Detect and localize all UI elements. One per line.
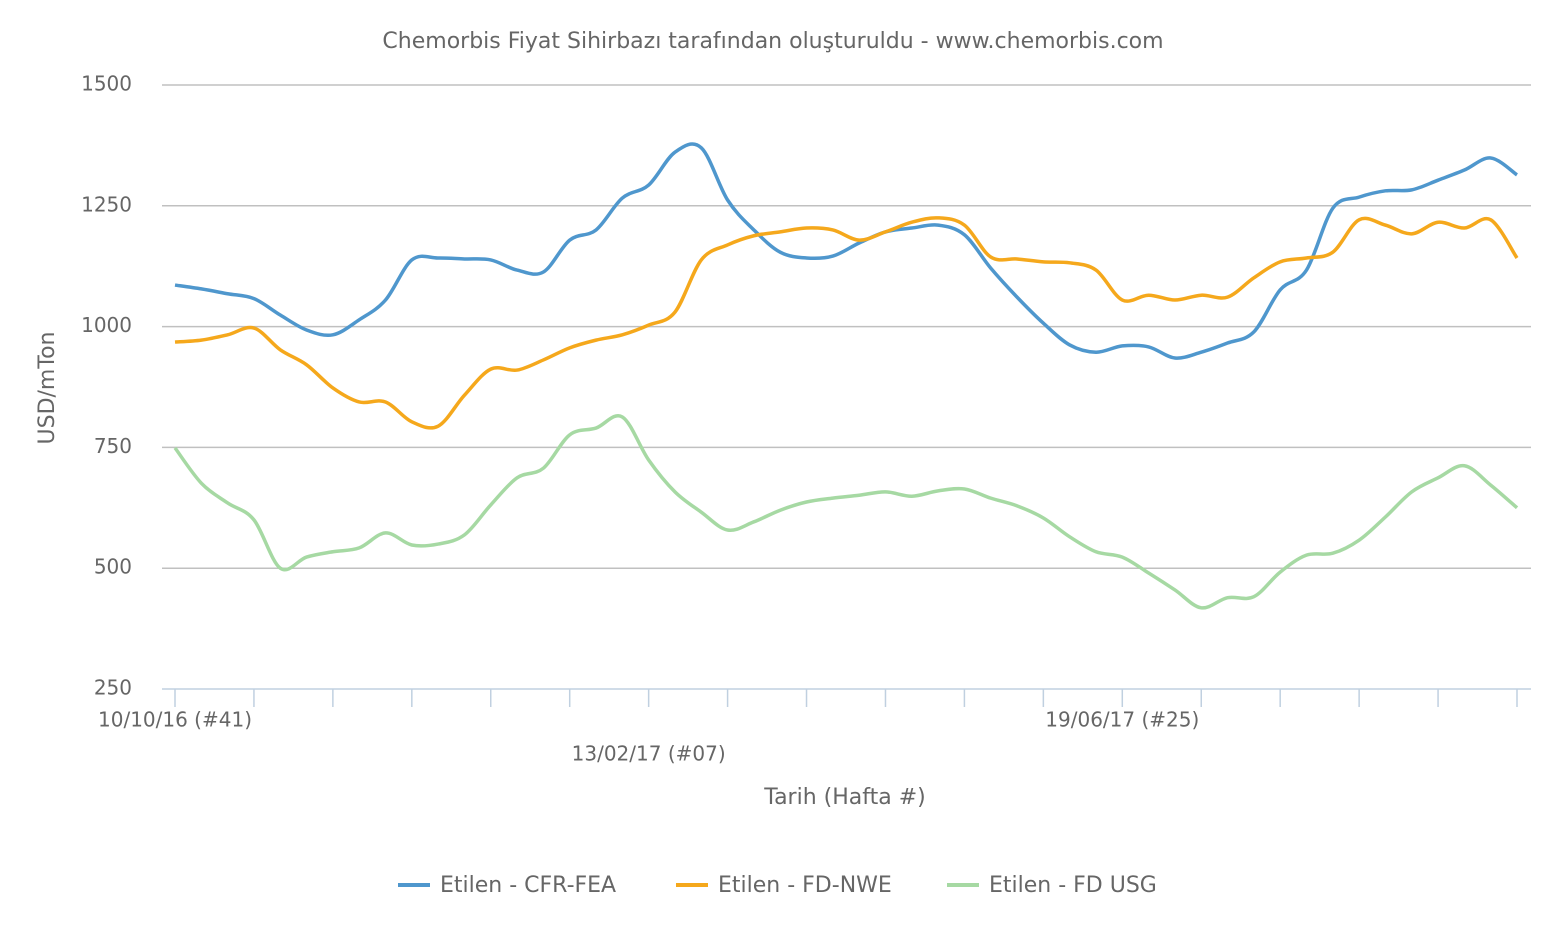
y-tick-label: 500 (94, 555, 132, 579)
y-tick-label: 1000 (81, 313, 132, 337)
legend-label: Etilen - FD USG (989, 873, 1157, 898)
legend-item: Etilen - CFR-FEA (398, 873, 616, 898)
legend-item: Etilen - FD USG (947, 873, 1157, 898)
y-tick-label: 1500 (81, 72, 132, 96)
series-line (173, 414, 1519, 610)
legend-label: Etilen - FD-NWE (718, 873, 892, 898)
x-axis-label: Tarih (Hafta #) (763, 785, 925, 810)
y-tick-label: 250 (94, 676, 132, 700)
y-tick-label: 1250 (81, 192, 132, 216)
x-tick-label: 19/06/17 (#25) (1045, 708, 1199, 732)
series-line (174, 216, 1519, 430)
legend-item: Etilen - FD-NWE (676, 873, 892, 898)
y-axis-label: USD/mTon (35, 332, 60, 445)
series-line (174, 142, 1519, 360)
x-tick-label: 13/02/17 (#07) (572, 742, 726, 766)
x-tick-label: 10/10/16 (#41) (98, 708, 252, 732)
legend-label: Etilen - CFR-FEA (440, 873, 616, 898)
y-tick-label: 750 (94, 434, 132, 458)
chart-title: Chemorbis Fiyat Sihirbazı tarafından olu… (382, 29, 1163, 54)
